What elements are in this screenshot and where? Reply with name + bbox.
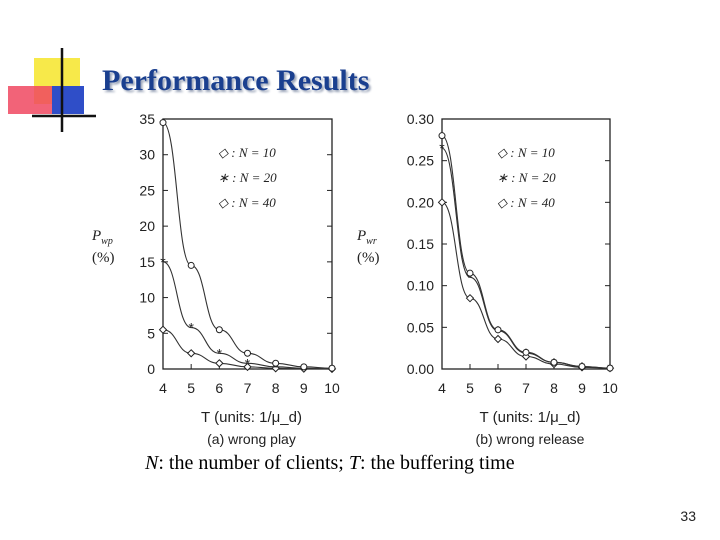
y-tick-label: 0.25 [407, 153, 434, 169]
data-point-circle [438, 132, 446, 140]
caption: N: the number of clients; T: the bufferi… [145, 452, 515, 475]
legend-entry: ◇ : N = 10 [497, 145, 555, 160]
x-tick-label: 6 [494, 380, 502, 396]
caption-t-text: : the buffering time [359, 452, 515, 474]
slide-title: Performance Results [102, 64, 370, 97]
data-point-circle [494, 326, 502, 334]
y-tick-label: 35 [139, 111, 155, 127]
y-tick-label: 0.30 [407, 111, 434, 127]
deco-blue-block [52, 86, 84, 114]
y-tick-label: 10 [139, 290, 155, 306]
x-tick-label: 10 [602, 380, 618, 396]
y-tick-label: 5 [147, 325, 155, 341]
data-point-circle [187, 261, 195, 269]
data-point-star: * [245, 355, 251, 371]
legend-entry: ∗ : N = 20 [218, 170, 277, 185]
y-tick-label: 25 [139, 182, 155, 198]
data-point-diamond [437, 198, 447, 207]
data-point-star: * [160, 254, 166, 270]
data-point-diamond [493, 334, 503, 344]
data-point-star: * [439, 140, 445, 156]
y-tick-label: 0.05 [407, 319, 434, 335]
y-tick-label: 20 [139, 218, 155, 234]
y-tick-label: 30 [139, 147, 155, 163]
x-tick-label: 5 [187, 380, 195, 396]
x-tick-label: 9 [578, 380, 586, 396]
data-point-star: * [217, 345, 223, 361]
data-point-circle [272, 359, 280, 367]
panel-label: (b) wrong release [476, 431, 585, 447]
chart-panel-wrong-play: 0 5 10 15 20 25 30 35 4 5 6 7 8 9 10 Pwp (%) T (units: 1/… [91, 111, 340, 447]
data-point-circle [300, 363, 308, 371]
y-tick-label: 0.15 [407, 236, 434, 252]
data-point-diamond [186, 349, 196, 358]
slide-number: 33 [680, 508, 696, 524]
data-point-diamond [243, 362, 252, 372]
panel-label: (a) wrong play [207, 431, 296, 447]
caption-n: N [145, 452, 159, 474]
data-point-diamond [215, 359, 224, 368]
decorative-logo [8, 48, 96, 132]
x-tick-label: 8 [272, 380, 280, 396]
data-point-circle [606, 364, 614, 372]
x-tick-label: 6 [215, 380, 223, 396]
y-tick-label: 0.10 [407, 278, 434, 294]
data-point-circle [244, 349, 251, 357]
x-axis-label: T (units: 1/μ_d) [201, 409, 302, 426]
caption-t: T [348, 452, 360, 474]
x-tick-label: 7 [522, 380, 530, 396]
data-point-circle [215, 326, 223, 334]
data-point-circle [578, 363, 586, 370]
x-axis-label: T (units: 1/μ_d) [480, 409, 581, 426]
legend-entry: ◇ : N = 40 [497, 195, 555, 210]
data-point-circle [159, 119, 167, 127]
data-point-diamond [158, 325, 168, 334]
data-point-star: * [188, 320, 194, 336]
x-tick-label: 7 [244, 380, 252, 396]
x-tick-label: 8 [550, 380, 558, 396]
y-tick-label: 0.00 [407, 361, 434, 377]
x-tick-label: 9 [300, 380, 308, 396]
x-tick-label: 4 [438, 380, 446, 396]
legend-entry: ∗ : N = 20 [497, 170, 556, 185]
chart-panel-wrong-release: 0.00 0.05 0.10 0.15 0.20 0.25 0.30 4 5 6 7 8 9 10 Pwr (… [356, 111, 618, 447]
y-axis-unit: (%) [357, 250, 380, 266]
caption-n-text: : the number of clients; [158, 452, 349, 474]
y-tick-label: 15 [139, 254, 155, 270]
y-tick-label: 0 [147, 361, 155, 377]
legend-entry: ◇ : N = 40 [218, 195, 276, 210]
data-point-star: * [467, 269, 473, 285]
x-tick-label: 10 [324, 380, 340, 396]
data-point-star: * [273, 359, 279, 375]
data-point-circle [522, 348, 530, 356]
legend-entry: ◇ : N = 10 [218, 145, 276, 160]
y-axis-label: Pwp [91, 228, 113, 247]
deco-red-block [8, 86, 54, 114]
y-axis-unit: (%) [92, 250, 115, 266]
data-point-circle [328, 364, 336, 372]
data-point-circle [550, 358, 558, 366]
y-axis-label: Pwr [356, 228, 377, 247]
y-tick-label: 0.20 [407, 194, 434, 210]
x-tick-label: 4 [159, 380, 167, 396]
x-tick-label: 5 [466, 380, 474, 396]
data-point-diamond [465, 293, 475, 303]
data-point-circle [466, 269, 474, 277]
